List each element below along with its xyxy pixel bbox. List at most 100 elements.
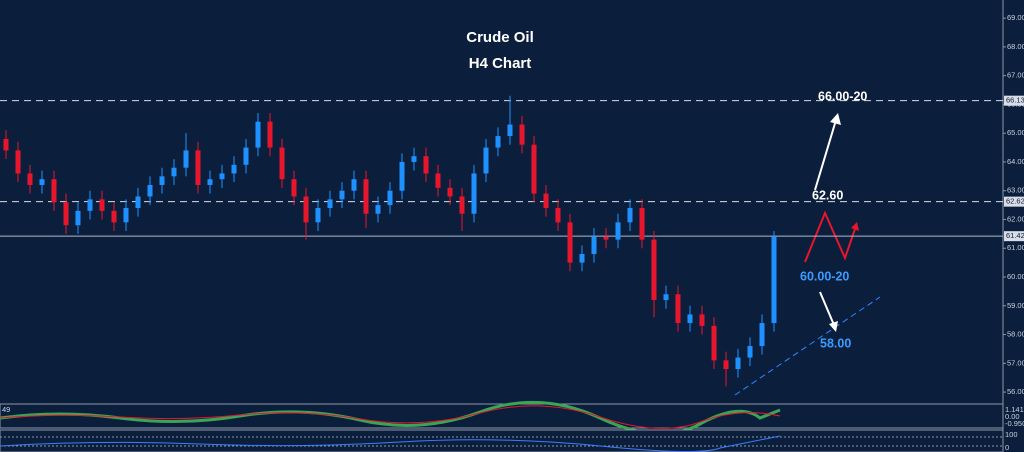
macd-signal <box>0 405 781 429</box>
candle-body <box>255 121 261 148</box>
candle-body <box>3 138 9 151</box>
indicator-panels: 49 1.141 0.00 -0.950 100 0 <box>0 400 1024 452</box>
zigzag <box>804 210 857 263</box>
candle-body <box>603 236 609 240</box>
candle-body <box>435 173 441 188</box>
candle-body <box>267 121 273 148</box>
projections <box>734 113 881 396</box>
candle-body <box>63 202 69 226</box>
candle-body <box>675 294 681 324</box>
candle-body <box>579 253 585 263</box>
y-tick-label: 63.00 <box>1007 186 1024 195</box>
candle-body <box>111 210 117 223</box>
candle-body <box>615 222 621 240</box>
arrow-head <box>851 222 859 231</box>
candle-body <box>291 179 297 197</box>
y-tick-label: 64.00 <box>1007 157 1024 166</box>
candle-body <box>339 190 345 200</box>
macd-label: 1.141 <box>1005 405 1024 414</box>
arrow-head <box>829 321 838 332</box>
y-tick-label: 69.00 <box>1007 13 1024 22</box>
level-box <box>1004 231 1024 242</box>
chart-subtitle: H4 Chart <box>469 55 532 72</box>
trend-line <box>734 296 881 396</box>
candle-body <box>711 325 717 361</box>
level-label: 62.62 <box>1006 197 1024 206</box>
candle-body <box>51 179 57 203</box>
rsi-label: 0 <box>1005 443 1009 452</box>
candle-body <box>411 156 417 162</box>
candle-body <box>27 173 33 185</box>
candle-body <box>243 147 249 165</box>
candle-body <box>207 179 213 185</box>
candle-body <box>195 150 201 185</box>
candle-body <box>495 136 501 148</box>
macd-panel <box>0 403 1004 429</box>
candle-body <box>363 179 369 214</box>
arrow-up <box>814 119 837 191</box>
candle-body <box>747 346 753 358</box>
candle-body <box>399 161 405 191</box>
macd-label: 49 <box>2 405 10 414</box>
candle-body <box>351 179 357 191</box>
candle-body <box>87 199 93 211</box>
candle-body <box>123 207 129 223</box>
annotation: 58.00 <box>820 336 851 350</box>
level-box <box>1004 196 1024 207</box>
candle-body <box>471 173 477 214</box>
candle-body <box>735 357 741 370</box>
arrow-head <box>830 113 841 125</box>
candle-body <box>75 210 81 226</box>
candle-body <box>99 199 105 211</box>
candle-body <box>147 184 153 197</box>
macd-label: 0.00 <box>1005 412 1020 421</box>
level-label: 61.42 <box>1006 231 1024 240</box>
candle-body <box>423 156 429 174</box>
candle-body <box>543 193 549 208</box>
y-tick-label: 62.00 <box>1007 214 1024 223</box>
y-tick-label: 58.00 <box>1007 330 1024 339</box>
candle-body <box>375 205 381 214</box>
candle-body <box>279 147 285 180</box>
candle-body <box>567 222 573 263</box>
candle-body <box>159 176 165 185</box>
y-tick-label: 65.00 <box>1007 128 1024 137</box>
candle-body <box>483 147 489 174</box>
candle-body <box>687 314 693 324</box>
candle-body <box>591 236 597 254</box>
candle-body <box>171 167 177 177</box>
y-tick-label: 61.00 <box>1007 243 1024 252</box>
candle-body <box>39 179 45 185</box>
candle-body <box>507 124 513 137</box>
y-tick-label: 68.00 <box>1007 42 1024 51</box>
level-box <box>1004 95 1024 106</box>
arrow-down <box>819 291 835 326</box>
annotation: 66.00-20 <box>818 89 867 103</box>
y-tick-label: 59.00 <box>1007 301 1024 310</box>
candle-body <box>327 199 333 208</box>
candle-body <box>651 239 657 301</box>
candle-body <box>627 207 633 223</box>
candle-body <box>459 196 465 214</box>
level-label: 66.13 <box>1006 96 1024 105</box>
rsi-panel <box>0 429 1004 452</box>
candle-body <box>639 207 645 240</box>
candle-body <box>531 144 537 194</box>
candle-body <box>183 150 189 168</box>
candle-body <box>771 236 777 324</box>
candle-body <box>315 207 321 223</box>
candle-body <box>387 190 393 206</box>
candle-body <box>231 164 237 174</box>
chart-title: Crude Oil <box>466 29 534 46</box>
candle-body <box>723 360 729 370</box>
candle-body <box>219 173 225 180</box>
candle-body <box>759 323 765 347</box>
rsi-label: 100 <box>1005 430 1018 439</box>
candle-body <box>663 294 669 301</box>
y-tick-label: 60.00 <box>1007 272 1024 281</box>
y-tick-label: 57.00 <box>1007 358 1024 367</box>
candle-body <box>303 196 309 223</box>
candle-body <box>447 187 453 197</box>
annotation: 62.60 <box>812 188 843 202</box>
